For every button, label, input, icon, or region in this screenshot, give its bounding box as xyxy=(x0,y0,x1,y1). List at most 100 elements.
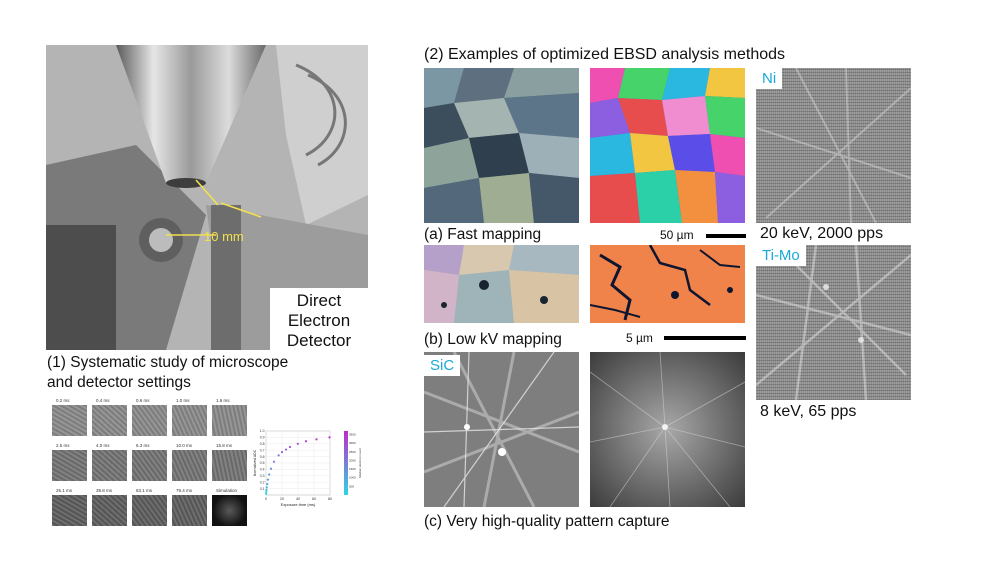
colorbar xyxy=(344,431,348,495)
timo-pattern xyxy=(756,245,911,400)
chart-data-point xyxy=(296,442,299,445)
chart-data-point xyxy=(272,460,276,463)
chart-x-tick: 0 xyxy=(265,497,267,501)
timo-caption: 8 keV, 65 pps xyxy=(760,403,857,420)
scale-bar-5um xyxy=(664,336,746,340)
chart-y-tick: 0.5 xyxy=(260,461,265,465)
chart-data-point xyxy=(280,451,284,454)
sic-pattern xyxy=(424,352,579,507)
timo-label: Ti-Mo xyxy=(756,245,806,266)
exposure-label: 0.2 ms xyxy=(56,398,70,403)
exposure-label: 10.0 ms xyxy=(176,443,193,448)
exposure-pattern-tile xyxy=(212,450,247,481)
exposure-label: Simulation xyxy=(216,488,238,493)
scale-label-5um: 5 µm xyxy=(626,331,653,345)
exposure-pattern-tile xyxy=(52,405,87,436)
exposure-label: 1.6 ms xyxy=(216,398,230,403)
timo-pattern-svg xyxy=(756,245,911,400)
chart-data-point xyxy=(266,483,269,486)
exposure-label: 4.0 ms xyxy=(96,443,110,448)
chart-data-point xyxy=(265,492,268,495)
microscope-chamber-photo: 10 mm Direct Electron Detector xyxy=(46,45,368,350)
low-kv-phase-map xyxy=(590,245,745,323)
chart-data-point xyxy=(265,488,268,491)
chart-y-tick: 0.8 xyxy=(260,442,265,446)
detector-label-box: Direct Electron Detector xyxy=(270,288,368,350)
exposure-pattern-tile xyxy=(52,495,87,526)
chart-data-point xyxy=(304,440,308,443)
exposure-pattern-tile xyxy=(172,405,207,436)
colorbar-tick: 2000 xyxy=(349,458,356,462)
exposure-chart-svg: 0 20 40 60 80 0.1 0.2 0.3 0.4 0.5 0.6 0.7 0.8 0.9 1.0 E… xyxy=(253,429,362,507)
exposure-chart: 0 20 40 60 80 0.1 0.2 0.3 0.4 0.5 0.6 0.7 0.8 0.9 1.0 E… xyxy=(252,425,364,517)
simulated-pattern-tile xyxy=(212,495,247,526)
low-kv-micrograph-svg xyxy=(424,245,579,323)
high-quality-pattern-svg xyxy=(590,352,745,507)
panel1-title-line2: and detector settings xyxy=(47,374,191,391)
colorbar-label: Median electron count xyxy=(358,448,362,478)
sic-label: SiC xyxy=(424,355,461,376)
ni-pattern-svg xyxy=(756,68,911,223)
chart-data-point xyxy=(269,467,273,470)
exposure-pattern-tile xyxy=(132,450,167,481)
high-quality-caption: (c) Very high-quality pattern capture xyxy=(424,513,670,530)
chart-y-label: Normalized ADC xyxy=(253,449,257,476)
sic-pattern-svg xyxy=(424,352,579,507)
chart-data-point xyxy=(288,445,292,449)
exposure-label: 2.5 ms xyxy=(56,443,70,448)
exposure-pattern-tile xyxy=(172,495,207,526)
chart-x-tick: 40 xyxy=(296,497,300,501)
chart-y-tick: 0.6 xyxy=(260,455,265,459)
colorbar-tick: 2500 xyxy=(349,450,356,454)
chart-data-point xyxy=(266,478,270,481)
chart-data-point xyxy=(277,454,280,457)
ni-pattern xyxy=(756,68,911,223)
chart-data-point xyxy=(315,438,318,441)
chart-x-tick: 60 xyxy=(312,497,316,501)
scale-label-50um: 50 µm xyxy=(660,228,694,242)
exposure-label: 25.1 ms xyxy=(56,488,73,493)
distance-label: 10 mm xyxy=(204,229,244,244)
fast-mapping-micrograph xyxy=(424,68,579,223)
chart-data-point xyxy=(284,448,288,451)
chart-x-tick: 20 xyxy=(280,497,284,501)
chart-y-tick: 1.0 xyxy=(260,429,265,433)
exposure-pattern-tile xyxy=(172,450,207,481)
colorbar-tick: 3500 xyxy=(349,432,356,436)
exposure-label: 63.1 ms xyxy=(136,488,153,493)
detector-label-line1: Direct xyxy=(296,291,342,310)
exposure-label: 0.4 ms xyxy=(96,398,110,403)
ni-label: Ni xyxy=(756,68,783,89)
low-kv-micrograph xyxy=(424,245,579,323)
exposure-label: 39.8 ms xyxy=(96,488,113,493)
exposure-pattern-tile xyxy=(92,405,127,436)
low-kv-phase-map-svg xyxy=(590,245,745,323)
chart-data-point xyxy=(265,486,268,489)
chart-x-label: Exposure time (ms) xyxy=(281,502,316,507)
low-kv-caption: (b) Low kV mapping xyxy=(424,331,562,348)
chart-data-point xyxy=(268,473,271,476)
fast-mapping-caption: (a) Fast mapping xyxy=(424,226,542,243)
panel2-title: (2) Examples of optimized EBSD analysis … xyxy=(424,46,786,63)
colorbar-tick: 1500 xyxy=(349,467,356,471)
chart-x-tick: 80 xyxy=(328,497,332,501)
exposure-label: 1.0 ms xyxy=(176,398,190,403)
exposure-pattern-tile xyxy=(132,495,167,526)
colorbar-tick: 3000 xyxy=(349,441,356,445)
exposure-label: 15.8 ms xyxy=(216,443,233,448)
chamber-illustration xyxy=(46,45,368,350)
exposure-pattern-tile xyxy=(212,405,247,436)
colorbar-tick: 1000 xyxy=(349,476,356,480)
chart-y-tick: 0.9 xyxy=(260,436,265,440)
orientation-map-svg xyxy=(590,68,745,223)
chart-y-tick: 0.2 xyxy=(260,480,265,484)
exposure-label: 6.3 ms xyxy=(136,443,150,448)
exposure-pattern-tile xyxy=(92,495,127,526)
chart-y-tick: 0.1 xyxy=(260,487,265,491)
exposure-pattern-grid: 0.2 ms 0.4 ms 0.6 ms 1.0 ms 1.6 ms 2.5 ms 4.0 … xyxy=(52,398,250,534)
chart-data-point xyxy=(328,436,331,439)
exposure-label: 79.4 ms xyxy=(176,488,193,493)
chart-y-tick: 0.3 xyxy=(260,474,265,478)
chart-y-tick: 0.7 xyxy=(260,448,265,452)
exposure-pattern-tile xyxy=(52,450,87,481)
